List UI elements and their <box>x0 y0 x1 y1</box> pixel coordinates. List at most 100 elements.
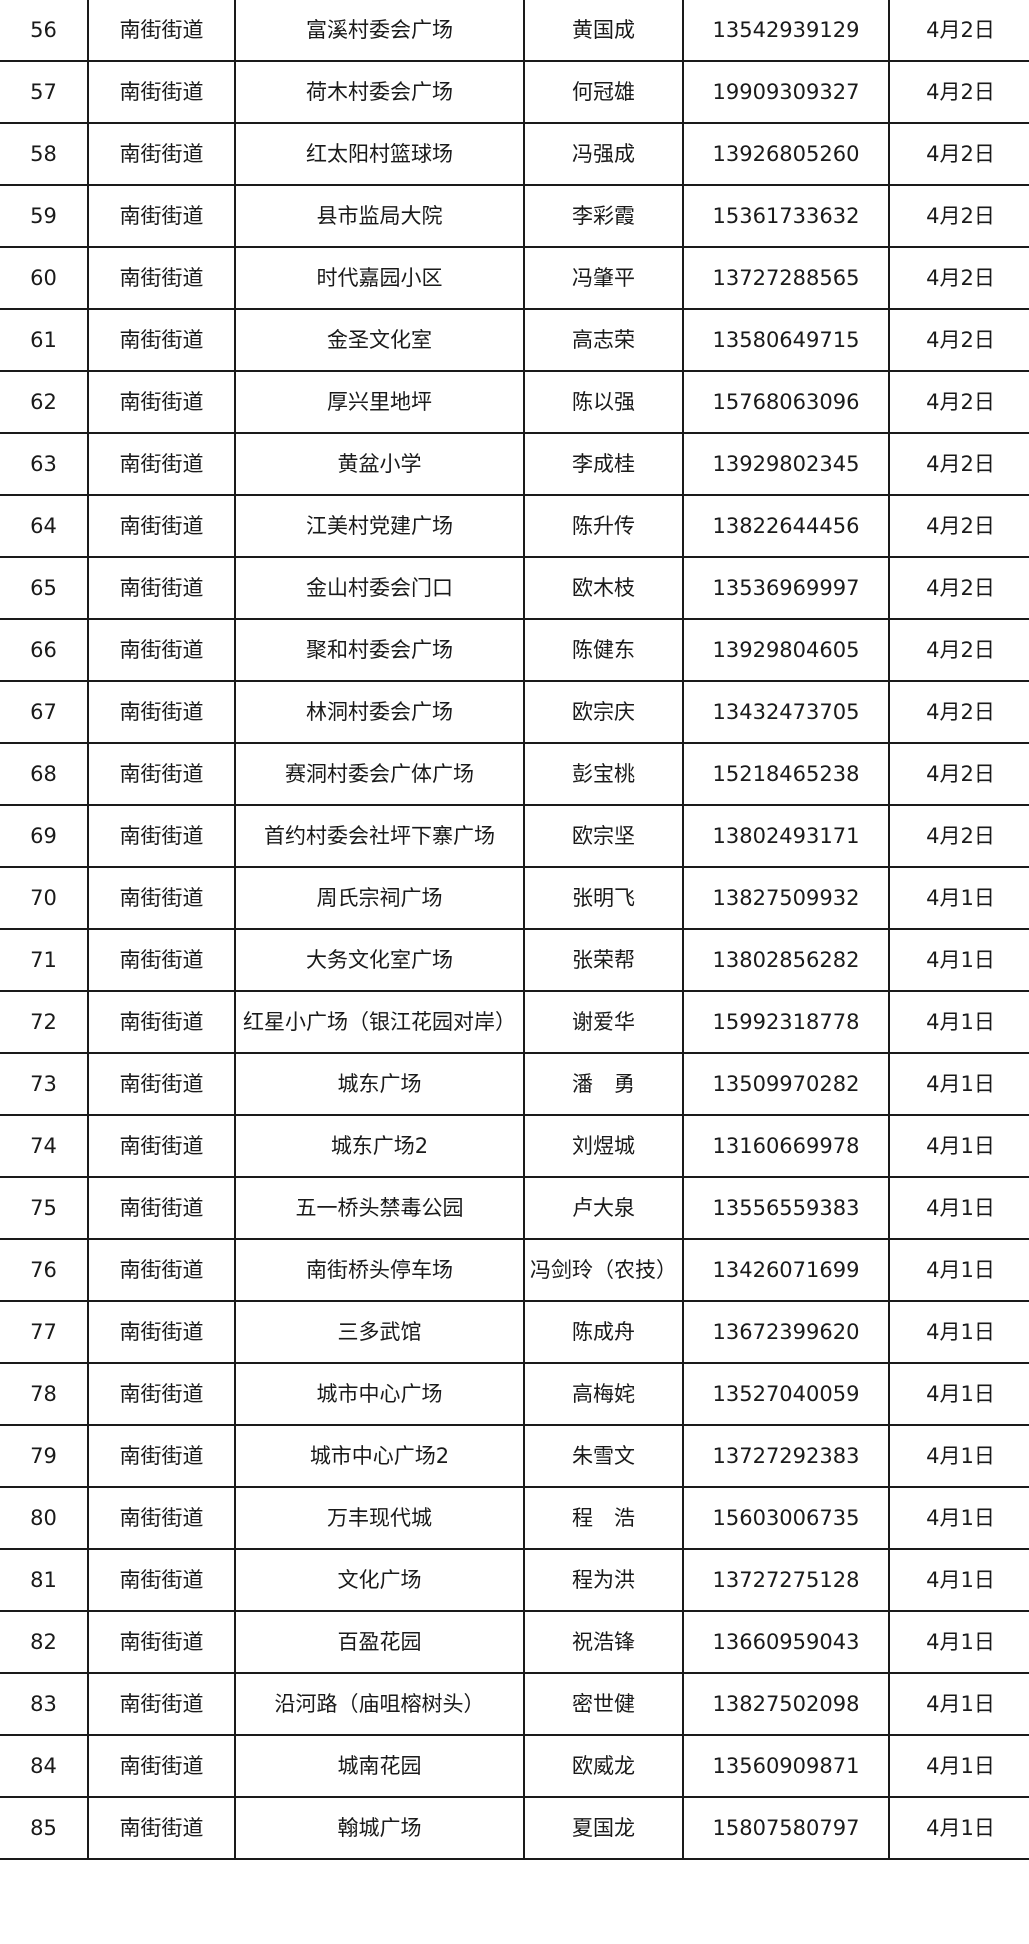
street-name-cell: 南街街道 <box>87 866 236 930</box>
street-name-cell: 南街街道 <box>87 556 236 620</box>
contact-person-cell: 谢爱华 <box>523 990 684 1054</box>
street-name-cell: 南街街道 <box>87 184 236 248</box>
street-name-cell: 南街街道 <box>87 494 236 558</box>
date-cell: 4月2日 <box>888 246 1029 310</box>
location-cell: 黄盆小学 <box>234 432 525 496</box>
location-cell: 红星小广场（银江花园对岸） <box>234 990 525 1054</box>
location-cell: 荷木村委会广场 <box>234 60 525 124</box>
contact-person-cell: 彭宝桃 <box>523 742 684 806</box>
street-name-cell: 南街街道 <box>87 1114 236 1178</box>
street-name-cell: 南街街道 <box>87 1610 236 1674</box>
row-number-cell: 73 <box>0 1052 89 1116</box>
contact-person-cell: 冯剑玲（农技） <box>523 1238 684 1302</box>
date-cell: 4月2日 <box>888 308 1029 372</box>
row-number-cell: 75 <box>0 1176 89 1240</box>
table-row: 84 南街街道 城南花园 欧威龙 13560909871 4月1日 <box>0 1734 1029 1798</box>
table-row: 57 南街街道 荷木村委会广场 何冠雄 19909309327 4月2日 <box>0 60 1029 124</box>
phone-number-cell: 15807580797 <box>682 1796 890 1860</box>
row-number-cell: 66 <box>0 618 89 682</box>
row-number-cell: 82 <box>0 1610 89 1674</box>
row-number-cell: 78 <box>0 1362 89 1426</box>
row-number-cell: 83 <box>0 1672 89 1736</box>
date-cell: 4月2日 <box>888 804 1029 868</box>
location-cell: 聚和村委会广场 <box>234 618 525 682</box>
phone-number-cell: 13536969997 <box>682 556 890 620</box>
phone-number-cell: 13727275128 <box>682 1548 890 1612</box>
row-number-cell: 58 <box>0 122 89 186</box>
location-cell: 富溪村委会广场 <box>234 0 525 62</box>
date-cell: 4月2日 <box>888 370 1029 434</box>
phone-number-cell: 13822644456 <box>682 494 890 558</box>
row-number-cell: 56 <box>0 0 89 62</box>
contact-person-cell: 高梅姹 <box>523 1362 684 1426</box>
date-cell: 4月2日 <box>888 556 1029 620</box>
location-cell: 赛洞村委会广体广场 <box>234 742 525 806</box>
street-name-cell: 南街街道 <box>87 680 236 744</box>
contact-person-cell: 密世健 <box>523 1672 684 1736</box>
street-name-cell: 南街街道 <box>87 990 236 1054</box>
phone-number-cell: 13556559383 <box>682 1176 890 1240</box>
phone-number-cell: 13542939129 <box>682 0 890 62</box>
contact-person-cell: 陈健东 <box>523 618 684 682</box>
street-name-cell: 南街街道 <box>87 122 236 186</box>
row-number-cell: 67 <box>0 680 89 744</box>
location-cell: 万丰现代城 <box>234 1486 525 1550</box>
street-name-cell: 南街街道 <box>87 1424 236 1488</box>
contact-person-cell: 李彩霞 <box>523 184 684 248</box>
table-body: 56 南街街道 富溪村委会广场 黄国成 13542939129 4月2日 57 南街街道 荷木村… <box>0 0 1029 1860</box>
phone-number-cell: 19909309327 <box>682 60 890 124</box>
row-number-cell: 70 <box>0 866 89 930</box>
table-row: 73 南街街道 城东广场潘 勇 13509970282 4月1日 <box>0 1052 1029 1116</box>
location-cell: 首约村委会社坪下寨广场 <box>234 804 525 868</box>
phone-number-cell: 13929802345 <box>682 432 890 496</box>
street-name-cell: 南街街道 <box>87 618 236 682</box>
location-cell: 红太阳村篮球场 <box>234 122 525 186</box>
location-cell: 南街桥头停车场 <box>234 1238 525 1302</box>
date-cell: 4月1日 <box>888 990 1029 1054</box>
phone-number-cell: 13660959043 <box>682 1610 890 1674</box>
contact-person-cell: 朱雪文 <box>523 1424 684 1488</box>
row-number-cell: 62 <box>0 370 89 434</box>
table-row: 65 南街街道 金山村委会门口 欧木枝 13536969997 4月2日 <box>0 556 1029 620</box>
row-number-cell: 81 <box>0 1548 89 1612</box>
date-cell: 4月1日 <box>888 1424 1029 1488</box>
street-name-cell: 南街街道 <box>87 1734 236 1798</box>
contact-person-cell: 高志荣 <box>523 308 684 372</box>
phone-number-cell: 13727288565 <box>682 246 890 310</box>
table-row: 67 南街街道 林洞村委会广场 欧宗庆 13432473705 4月2日 <box>0 680 1029 744</box>
contact-person-cell: 冯肇平 <box>523 246 684 310</box>
phone-number-cell: 15768063096 <box>682 370 890 434</box>
street-name-cell: 南街街道 <box>87 1672 236 1736</box>
row-number-cell: 77 <box>0 1300 89 1364</box>
phone-number-cell: 15603006735 <box>682 1486 890 1550</box>
row-number-cell: 71 <box>0 928 89 992</box>
date-cell: 4月2日 <box>888 494 1029 558</box>
table-row: 63 南街街道 黄盆小学 李成桂 13929802345 4月2日 <box>0 432 1029 496</box>
table-row: 68 南街街道 赛洞村委会广体广场 彭宝桃 15218465238 4月2日 <box>0 742 1029 806</box>
location-cell: 文化广场 <box>234 1548 525 1612</box>
row-number-cell: 85 <box>0 1796 89 1860</box>
phone-number-cell: 15218465238 <box>682 742 890 806</box>
table-row: 76 南街街道 南街桥头停车场 冯剑玲（农技） 13426071699 4月1日 <box>0 1238 1029 1302</box>
table-row: 74 南街街道 城东广场2 刘煜城 13160669978 4月1日 <box>0 1114 1029 1178</box>
date-cell: 4月1日 <box>888 1672 1029 1736</box>
location-cell: 三多武馆 <box>234 1300 525 1364</box>
contact-person-cell: 夏国龙 <box>523 1796 684 1860</box>
location-cell: 林洞村委会广场 <box>234 680 525 744</box>
table-row: 75 南街街道 五一桥头禁毒公园 卢大泉 13556559383 4月1日 <box>0 1176 1029 1240</box>
street-name-cell: 南街街道 <box>87 1548 236 1612</box>
street-name-cell: 南街街道 <box>87 432 236 496</box>
phone-number-cell: 13929804605 <box>682 618 890 682</box>
row-number-cell: 68 <box>0 742 89 806</box>
street-name-cell: 南街街道 <box>87 246 236 310</box>
date-cell: 4月2日 <box>888 60 1029 124</box>
date-cell: 4月1日 <box>888 1610 1029 1674</box>
location-cell: 厚兴里地坪 <box>234 370 525 434</box>
row-number-cell: 59 <box>0 184 89 248</box>
contact-person-cell: 张明飞 <box>523 866 684 930</box>
phone-number-cell: 13560909871 <box>682 1734 890 1798</box>
location-cell: 城市中心广场 <box>234 1362 525 1426</box>
table-row: 58 南街街道 红太阳村篮球场 冯强成 13926805260 4月2日 <box>0 122 1029 186</box>
location-cell: 江美村党建广场 <box>234 494 525 558</box>
row-number-cell: 79 <box>0 1424 89 1488</box>
